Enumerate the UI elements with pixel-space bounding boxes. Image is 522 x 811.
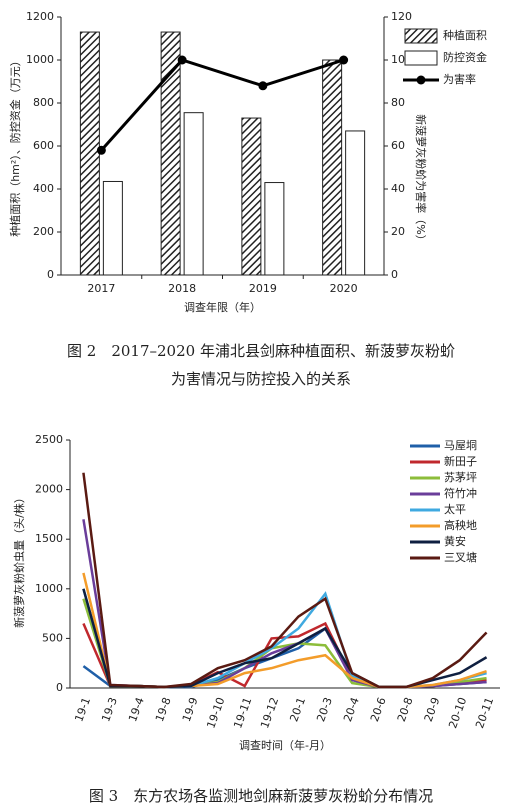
legend-label: 为害率 [443, 72, 476, 86]
y-tick-label: 1000 [35, 582, 63, 595]
rate-point [177, 55, 187, 65]
bar [241, 117, 262, 276]
legend-label: 符竹冲 [444, 486, 477, 500]
legend-swatch [416, 75, 426, 85]
legend-label: 苏茅坪 [444, 471, 477, 484]
rate-point [258, 81, 268, 91]
rate-line [100, 58, 345, 152]
y2-tick-label: 0 [391, 268, 398, 281]
x-tick-label: 19-8 [153, 696, 174, 724]
x-tick-label: 19-3 [99, 696, 120, 724]
y-tick-label: 1500 [35, 532, 63, 545]
caption: 图 2 2017–2020 年浦北县剑麻种植面积、新菠萝灰粉蚧 [67, 342, 455, 360]
series-line [82, 472, 488, 689]
y-axis-label: 种植面积（hm²）、防控资金（万元） [8, 55, 22, 237]
legend-label: 高秧地 [444, 518, 477, 532]
y2-axis-label: 新菠萝灰粉蚧为害率（%） [414, 114, 428, 245]
x-tick-label: 2018 [168, 282, 196, 295]
y-tick-label: 500 [42, 631, 63, 644]
bar [102, 180, 123, 276]
y-tick-label: 2000 [35, 483, 63, 496]
x-tick-label: 19-9 [180, 696, 201, 724]
y-tick-label: 800 [33, 96, 54, 109]
y2-tick-label: 60 [391, 139, 405, 152]
x-tick-label: 20-8 [395, 696, 416, 724]
y-tick-label: 2500 [35, 433, 63, 446]
x-tick-label: 2017 [87, 282, 115, 295]
y-axis-label: 新菠萝灰粉蚧虫量（头/株） [12, 492, 26, 628]
x-tick-label: 2020 [330, 282, 358, 295]
legend-label: 新田子 [444, 454, 477, 468]
bar [264, 182, 285, 276]
legend-label: 防控资金 [443, 50, 487, 64]
y-tick-label: 400 [33, 182, 54, 195]
y2-tick-label: 80 [391, 96, 405, 109]
x-tick-label: 20-10 [446, 696, 469, 730]
legend-label: 太平 [444, 503, 466, 516]
series-line [82, 519, 487, 689]
x-tick-label: 20-6 [368, 696, 389, 724]
y-tick-label: 200 [33, 225, 54, 238]
x-tick-label: 20-9 [422, 696, 443, 724]
legend-label: 三叉塘 [444, 550, 477, 564]
bar [160, 31, 181, 276]
y2-tick-label: 40 [391, 182, 405, 195]
series-line [82, 588, 487, 689]
x-tick-label: 19-10 [204, 696, 227, 730]
rate-point [96, 145, 106, 155]
x-tick-label: 19-11 [231, 696, 254, 730]
bar [345, 130, 366, 276]
y2-tick-label: 120 [391, 10, 412, 23]
y-tick-label: 1000 [26, 53, 54, 66]
x-tick-label: 19-4 [126, 696, 147, 724]
legend-label: 种植面积 [443, 28, 487, 42]
series-line [82, 598, 487, 689]
legend-swatch [404, 28, 438, 44]
bar [183, 112, 204, 276]
y-tick-label: 0 [56, 681, 63, 694]
y-tick-label: 1200 [26, 10, 54, 23]
y2-tick-label: 20 [391, 225, 405, 238]
y-tick-label: 0 [47, 268, 54, 281]
x-axis-label: 调查年限（年） [184, 300, 261, 314]
x-tick-label: 19-1 [72, 696, 93, 724]
caption: 图 3 东方农场各监测地剑麻新菠萝灰粉蚧分布情况 [89, 787, 433, 805]
x-tick-label: 20-11 [473, 696, 496, 730]
caption: 为害情况与防控投入的关系 [171, 370, 351, 388]
x-tick-label: 20-3 [314, 696, 335, 724]
x-tick-label: 20-1 [287, 696, 308, 724]
legend-swatch [404, 50, 438, 66]
x-tick-label: 19-12 [258, 696, 281, 730]
legend-label: 黄安 [444, 534, 466, 548]
x-axis-label: 调查时间（年-月） [239, 738, 331, 752]
bar [322, 59, 343, 276]
bar [79, 31, 100, 276]
y-tick-label: 600 [33, 139, 54, 152]
rate-point [339, 55, 349, 65]
x-tick-label: 20-4 [341, 696, 362, 724]
x-tick-label: 2019 [249, 282, 277, 295]
legend-label: 马屋垌 [444, 438, 477, 452]
